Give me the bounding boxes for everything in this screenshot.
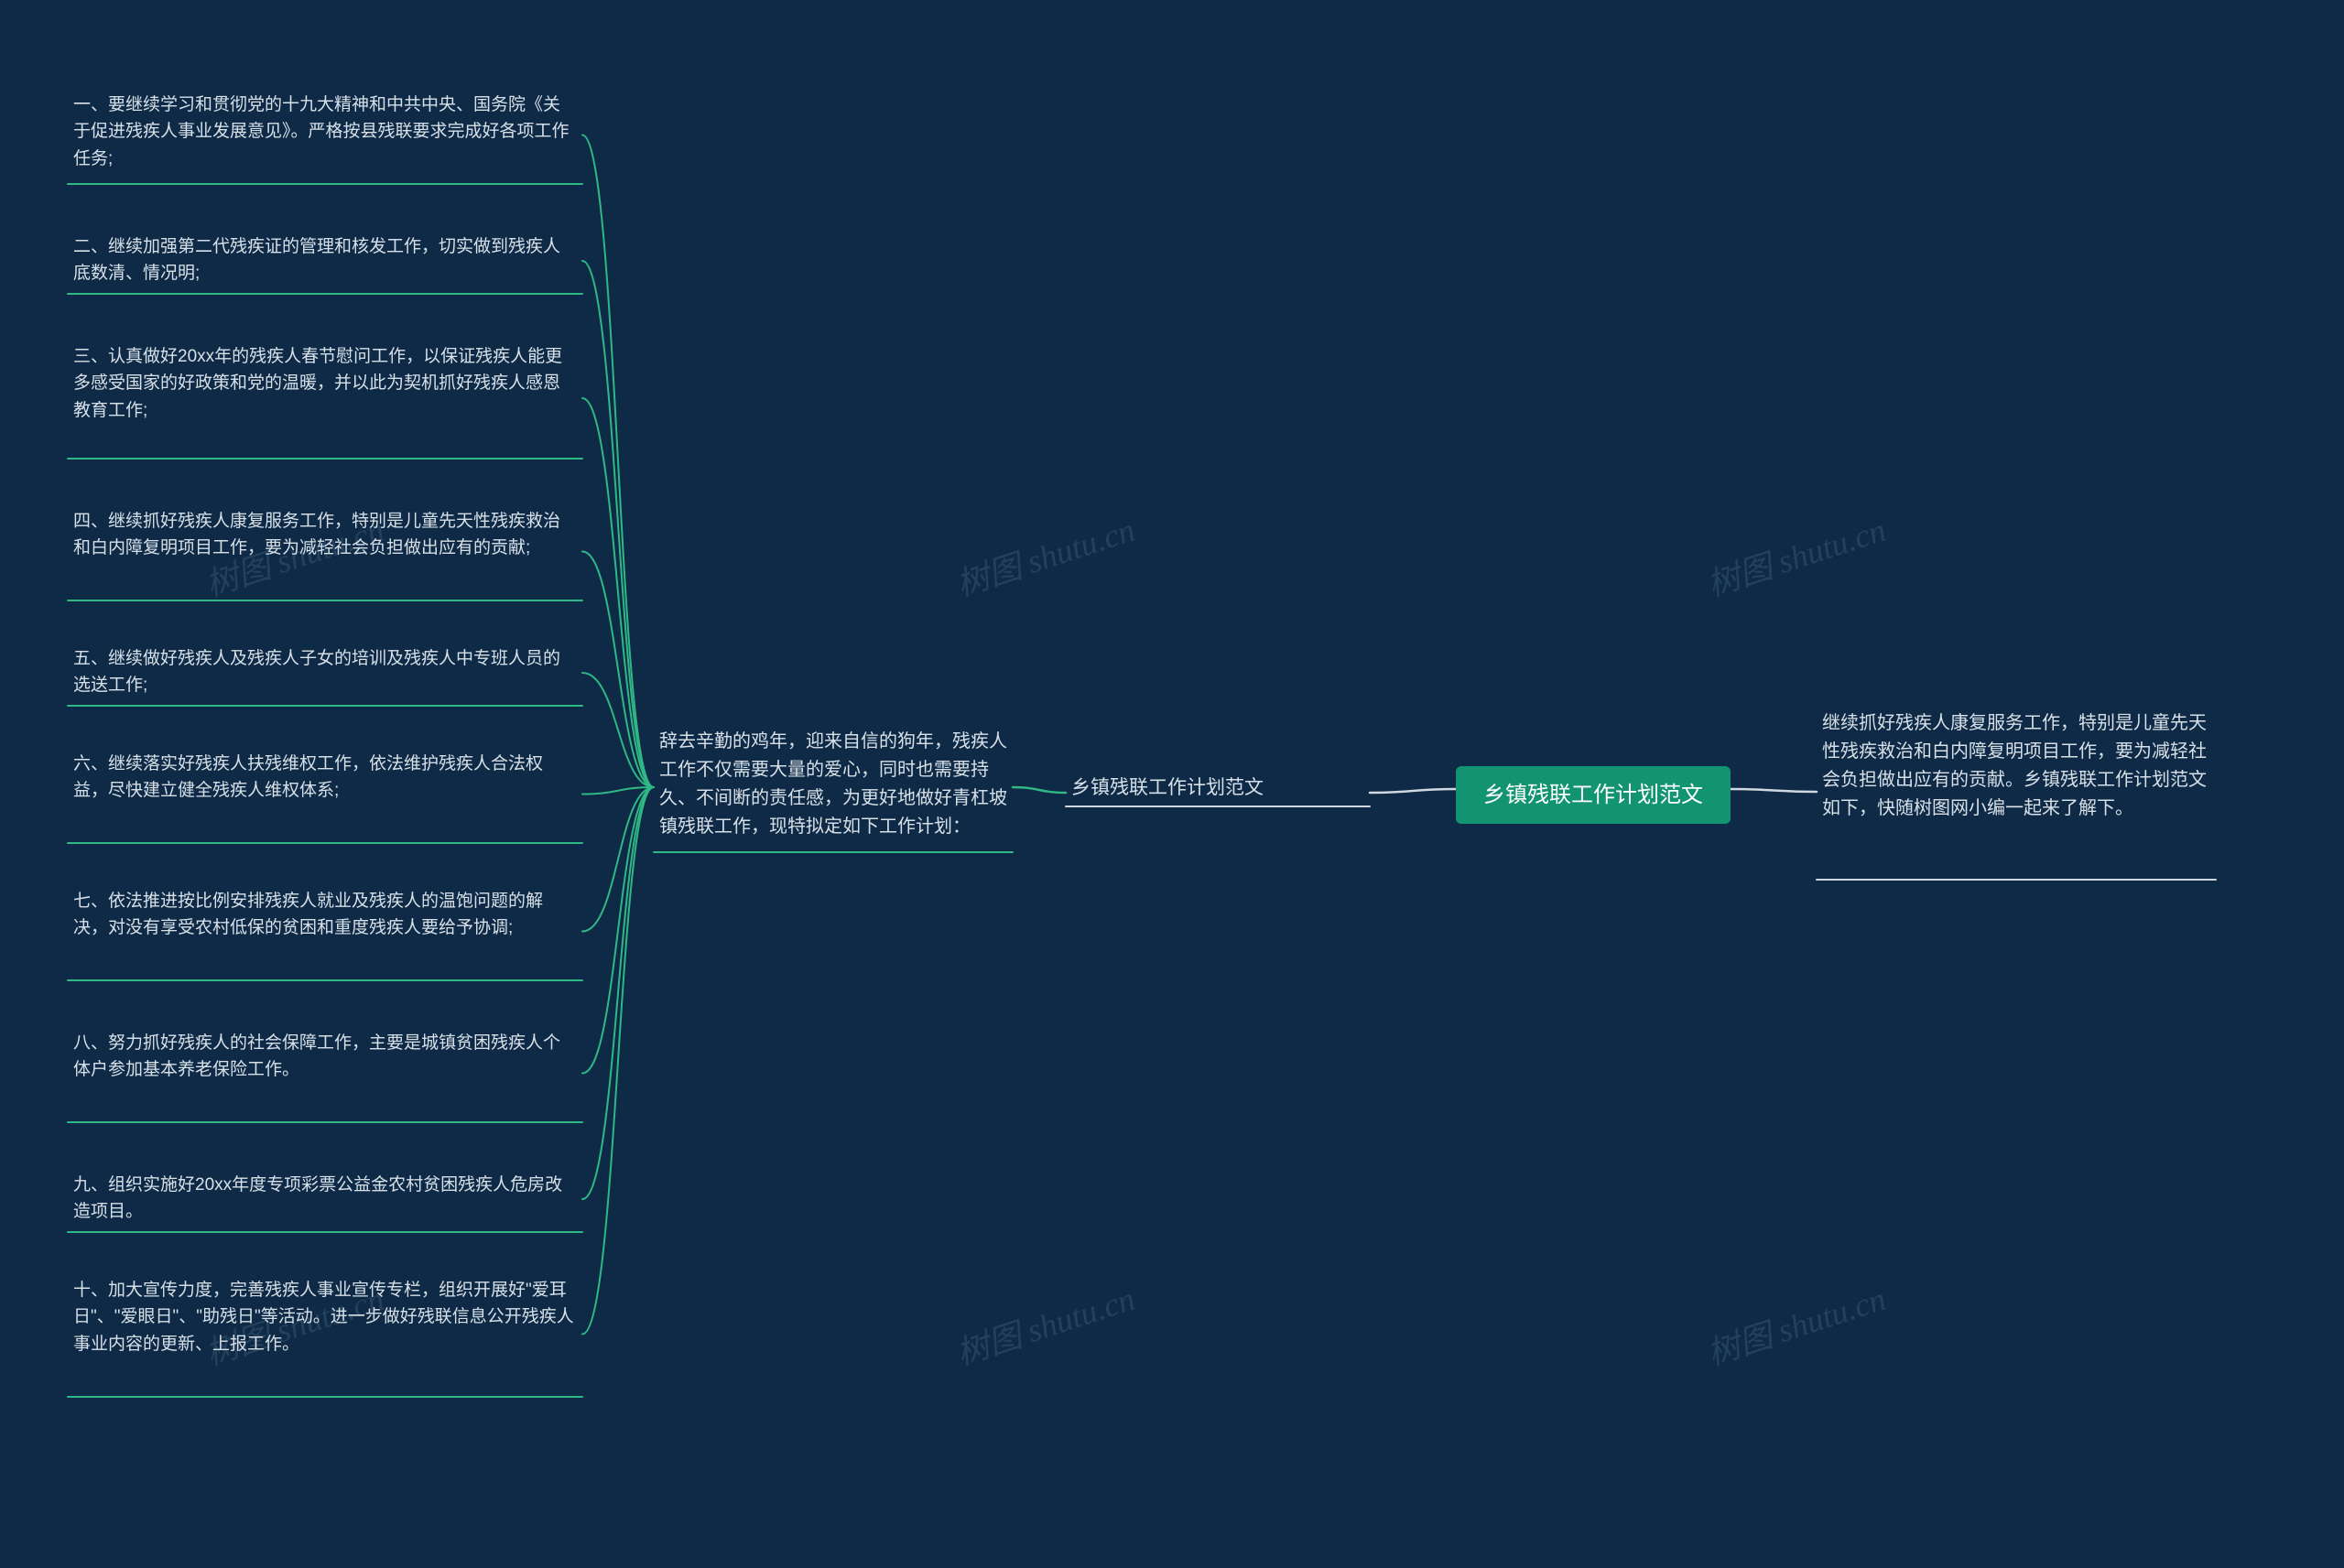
leaf-item[interactable]: 七、依法推进按比例安排残疾人就业及残疾人的温饱问题的解决，对没有享受农村低保的贫…: [73, 888, 577, 942]
leaf-item[interactable]: 五、继续做好残疾人及残疾人子女的培训及残疾人中专班人员的选送工作;: [73, 645, 577, 699]
watermark-text: 树图 shutu.cn: [950, 1272, 1140, 1375]
mindmap-canvas: 树图 shutu.cn 树图 shutu.cn 树图 shutu.cn 树图 shut…: [0, 0, 2344, 1568]
leaf-item[interactable]: 三、认真做好20xx年的残疾人春节慰问工作，以保证残疾人能更多感受国家的好政策和…: [73, 343, 577, 424]
watermark-text: 树图 shutu.cn: [1700, 1272, 1891, 1375]
leaf-item[interactable]: 二、继续加强第二代残疾证的管理和核发工作，切实做到残疾人底数清、情况明;: [73, 233, 577, 287]
intro-paragraph[interactable]: 辞去辛勤的鸡年，迎来自信的狗年，残疾人工作不仅需要大量的爱心，同时也需要持久、不…: [659, 728, 1007, 841]
root-node[interactable]: 乡镇残联工作计划范文: [1456, 766, 1731, 824]
leaf-item[interactable]: 一、要继续学习和贯彻党的十九大精神和中共中央、国务院《关于促进残疾人事业发展意见…: [73, 92, 577, 172]
watermark-text: 树图 shutu.cn: [1700, 503, 1891, 606]
right-description[interactable]: 继续抓好残疾人康复服务工作，特别是儿童先天性残疾救治和白内障复明项目工作，要为减…: [1822, 709, 2216, 823]
leaf-item[interactable]: 六、继续落实好残疾人扶残维权工作，依法维护残疾人合法权益，尽快建立健全残疾人维权…: [73, 751, 577, 805]
leaf-item[interactable]: 九、组织实施好20xx年度专项彩票公益金农村贫困残疾人危房改造项目。: [73, 1172, 577, 1226]
leaf-item[interactable]: 八、努力抓好残疾人的社会保障工作，主要是城镇贫困残疾人个体户参加基本养老保险工作…: [73, 1030, 577, 1084]
leaf-item[interactable]: 四、继续抓好残疾人康复服务工作，特别是儿童先天性残疾救治和白内障复明项目工作，要…: [73, 508, 577, 562]
leaf-item[interactable]: 十、加大宣传力度，完善残疾人事业宣传专栏，组织开展好"爱耳日"、"爱眼日"、"助…: [73, 1277, 577, 1357]
level1-left[interactable]: 乡镇残联工作计划范文: [1071, 773, 1364, 804]
watermark-text: 树图 shutu.cn: [950, 503, 1140, 606]
